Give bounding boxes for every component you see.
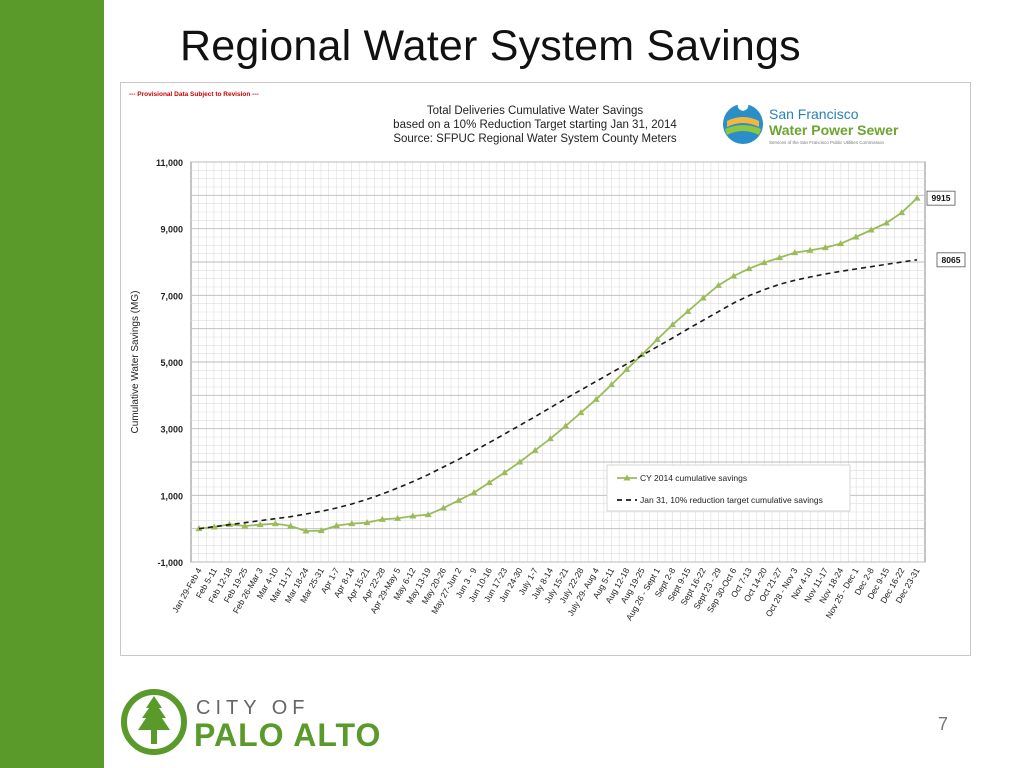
- data-point-marker: [485, 479, 493, 486]
- data-point-marker: [653, 335, 661, 342]
- water-drop-icon: [723, 104, 763, 144]
- data-point-marker: [394, 514, 402, 521]
- data-point-marker: [332, 522, 340, 529]
- data-point-marker: [378, 515, 386, 522]
- data-point-marker: [455, 496, 463, 503]
- y-tick-label: 1,000: [160, 491, 183, 501]
- data-point-marker: [516, 458, 524, 465]
- data-point-marker: [210, 523, 218, 530]
- tree-icon: [121, 689, 187, 755]
- data-point-marker: [577, 409, 585, 416]
- series-line-1: [198, 259, 918, 530]
- data-point-marker: [409, 512, 417, 519]
- data-point-marker: [669, 321, 677, 328]
- logo-wave-orange: [727, 117, 759, 127]
- logo-wave-green: [725, 125, 761, 135]
- sfpuc-tagline: Services of the San Francisco Public Uti…: [769, 140, 885, 145]
- data-point-marker: [439, 504, 447, 511]
- data-point-marker: [806, 246, 814, 253]
- palo-alto-logo: CITY OF PALO ALTO: [121, 689, 381, 755]
- legend-box: [606, 464, 851, 512]
- logo-drop: [737, 97, 749, 111]
- data-point-marker: [913, 194, 921, 201]
- chart-title-line: Source: SFPUC Regional Water System Coun…: [393, 133, 677, 145]
- data-point-marker: [898, 209, 906, 216]
- data-point-marker: [287, 522, 295, 529]
- y-tick-label: 5,000: [160, 358, 183, 368]
- data-point-marker: [745, 265, 753, 272]
- data-point-marker: [348, 520, 356, 527]
- data-point-marker: [821, 244, 829, 251]
- end-label: 8065: [942, 255, 961, 265]
- page-number: 7: [937, 714, 948, 734]
- legend-label-1: Jan 31, 10% reduction target cumulative …: [640, 495, 823, 505]
- data-point-marker: [760, 259, 768, 266]
- data-point-marker: [699, 294, 707, 301]
- y-tick-label: -1,000: [157, 558, 183, 568]
- chart-panel: -1,000 1,000 3,000 5,000 7,000 9,000 11,000 Cum…: [120, 82, 971, 656]
- sfpuc-line1: San Francisco: [769, 106, 859, 122]
- data-point-marker: [592, 395, 600, 402]
- data-point-marker: [241, 522, 249, 529]
- legend-marker: [623, 474, 631, 481]
- data-point-marker: [623, 365, 631, 372]
- y-tick-label: 9,000: [160, 225, 183, 235]
- chart-title-line: based on a 10% Reduction Target starting…: [393, 119, 677, 131]
- data-point-marker: [730, 272, 738, 279]
- data-point-marker: [867, 226, 875, 233]
- end-label: 9915: [932, 193, 951, 203]
- data-point-marker: [607, 381, 615, 388]
- y-axis-label: Cumulative Water Savings (MG): [130, 291, 141, 434]
- end-label-box: [926, 190, 956, 206]
- data-point-marker: [776, 254, 784, 261]
- data-point-marker: [791, 249, 799, 256]
- data-point-marker: [882, 219, 890, 226]
- data-point-marker: [531, 446, 539, 453]
- chart-title-line: Total Deliveries Cumulative Water Saving…: [427, 105, 643, 117]
- data-point-marker: [501, 469, 509, 476]
- data-point-marker: [302, 527, 310, 534]
- data-point-marker: [684, 307, 692, 314]
- water-savings-chart: -1,000 1,000 3,000 5,000 7,000 9,000 11,000 Cum…: [129, 91, 966, 622]
- legend-label-0: CY 2014 cumulative savings: [640, 473, 747, 483]
- data-point-marker: [562, 422, 570, 429]
- data-point-marker: [317, 527, 325, 534]
- y-tick-label: 11,000: [156, 158, 183, 168]
- data-point-marker: [470, 489, 478, 496]
- logo-city-of-text: CITY OF: [196, 697, 310, 719]
- data-point-marker: [363, 519, 371, 526]
- data-point-marker: [271, 520, 279, 527]
- data-point-marker: [546, 435, 554, 442]
- data-point-marker: [714, 281, 722, 288]
- provisional-note: --- Provisional Data Subject to Revision…: [129, 91, 259, 98]
- data-point-marker: [852, 233, 860, 240]
- logo-name-text: PALO ALTO: [194, 717, 381, 753]
- y-tick-label: 7,000: [160, 291, 183, 301]
- series-line-0: [198, 197, 918, 532]
- y-tick-label: 3,000: [160, 425, 183, 435]
- sfpuc-line2: Water Power Sewer: [769, 122, 899, 138]
- slide-title: Regional Water System Savings: [180, 22, 801, 70]
- side-accent-bar: [0, 0, 104, 768]
- data-point-marker: [424, 511, 432, 518]
- data-point-marker: [837, 240, 845, 247]
- data-point-marker: [256, 521, 264, 528]
- end-label-box: [936, 252, 966, 268]
